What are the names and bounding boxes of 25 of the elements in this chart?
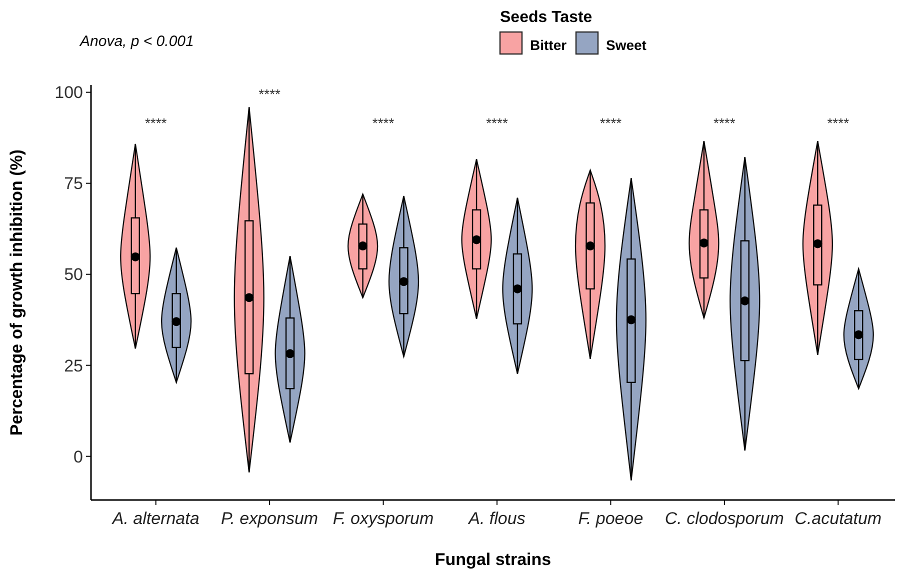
x-axis-title: Fungal strains — [434, 550, 552, 569]
y-tick-label: 75 — [64, 174, 83, 194]
annotation: **** — [486, 115, 508, 131]
annotation: **** — [827, 115, 850, 131]
y-tick-label: 100 — [54, 83, 83, 102]
text: Anova, p < 0.001 — [79, 33, 194, 50]
annotation: **** — [600, 115, 622, 131]
y-tick-label: 25 — [64, 356, 83, 376]
x-tick-label: A. flous — [468, 509, 526, 528]
legend-label: Sweet — [606, 37, 647, 53]
annotation: **** — [372, 115, 395, 131]
x-tick-label: C. clodosporum — [664, 509, 784, 528]
annotation: **** — [714, 115, 736, 131]
y-tick-label: 50 — [64, 265, 83, 284]
annotation: **** — [258, 86, 282, 102]
y-axis-title: Percentage of growth inhibition (%) — [7, 149, 26, 436]
x-tick-label: F. poeoe — [578, 509, 644, 528]
x-tick-label: C.acutatum — [794, 509, 882, 528]
x-tick-label: F. oxysporum — [332, 509, 434, 528]
y-tick-label: 0 — [74, 447, 83, 466]
legend-title: Seeds Taste — [500, 9, 592, 26]
legend-label: Bitter — [530, 37, 568, 53]
annotation: **** — [144, 115, 168, 131]
x-tick-label: P. exponsum — [221, 509, 318, 528]
x-tick-label: A. alternata — [111, 509, 200, 528]
